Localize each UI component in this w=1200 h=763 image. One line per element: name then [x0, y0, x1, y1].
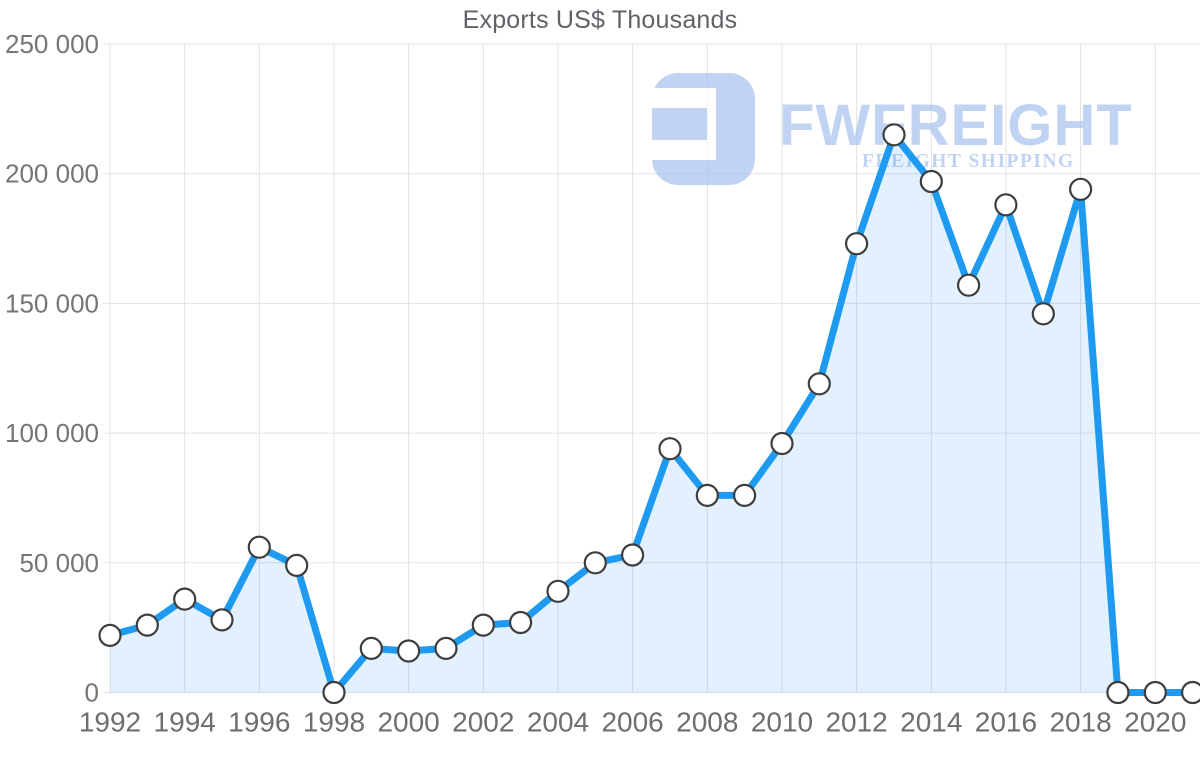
- y-axis-tick-label: 150 000: [5, 288, 99, 318]
- x-axis-tick-label: 2020: [1124, 707, 1186, 738]
- x-axis-tick-label: 1998: [303, 707, 365, 738]
- x-axis-tick-label: 2006: [601, 707, 663, 738]
- data-point-marker-2011: [807, 372, 831, 396]
- data-point-marker-2015: [956, 273, 981, 297]
- y-axis-tick-label: 50 000: [19, 548, 99, 578]
- data-point-marker-2010: [770, 431, 794, 456]
- data-point-marker-2008: [695, 483, 719, 507]
- x-axis-tick-label: 2004: [527, 707, 589, 738]
- y-axis-tick-label: 250 000: [5, 29, 99, 59]
- data-point-marker-2018: [1068, 177, 1093, 201]
- x-axis-tick-label: 2000: [377, 707, 439, 738]
- data-point-marker-1996: [247, 535, 271, 559]
- data-point-marker-1999: [359, 636, 383, 661]
- x-axis-tick-label: 2014: [900, 707, 962, 738]
- data-point-marker-2017: [1031, 302, 1055, 326]
- data-point-marker-1993: [135, 613, 159, 637]
- x-axis-tick-label: 1994: [154, 707, 216, 738]
- data-point-marker-2001: [434, 636, 458, 661]
- area-fill: [110, 134, 1193, 693]
- data-point-marker-2009: [732, 483, 757, 507]
- x-axis-tick-label: 1992: [79, 707, 141, 738]
- x-axis-tick-label: 2018: [1049, 707, 1111, 738]
- data-point-marker-2016: [994, 193, 1018, 217]
- data-point-marker-2004: [546, 579, 570, 603]
- data-point-marker-2002: [471, 613, 495, 637]
- data-point-marker-1997: [285, 553, 309, 578]
- data-point-marker-2014: [919, 169, 943, 194]
- data-point-marker-2000: [397, 639, 421, 663]
- x-axis-tick-label: 2016: [975, 707, 1037, 738]
- data-point-marker-2006: [620, 543, 645, 567]
- x-axis-tick-label: 1996: [228, 707, 290, 738]
- data-point-marker-2019: [1106, 680, 1130, 705]
- data-point-marker-2013: [882, 123, 906, 147]
- data-point-marker-1994: [173, 587, 197, 611]
- data-point-marker-2012: [844, 232, 869, 256]
- data-point-marker-1995: [210, 608, 234, 632]
- chart-title: Exports US$ Thousands: [462, 6, 738, 34]
- x-axis-tick-label: 2010: [751, 707, 813, 738]
- data-point-marker-2021: [1181, 680, 1200, 705]
- data-point-marker-2007: [658, 437, 682, 461]
- x-axis-tick-label: 2012: [825, 707, 887, 738]
- data-point-marker-2005: [583, 551, 607, 575]
- data-point-marker-2003: [508, 610, 533, 635]
- data-point-marker-1992: [98, 623, 122, 648]
- y-axis-tick-label: 0: [85, 678, 99, 708]
- data-point-marker-1998: [322, 680, 346, 705]
- y-axis-tick-label: 100 000: [5, 418, 99, 448]
- y-axis-tick-label: 200 000: [5, 159, 99, 189]
- data-point-marker-2020: [1143, 680, 1167, 705]
- x-axis-tick-label: 2002: [452, 707, 514, 738]
- x-axis-tick-label: 2008: [676, 707, 738, 738]
